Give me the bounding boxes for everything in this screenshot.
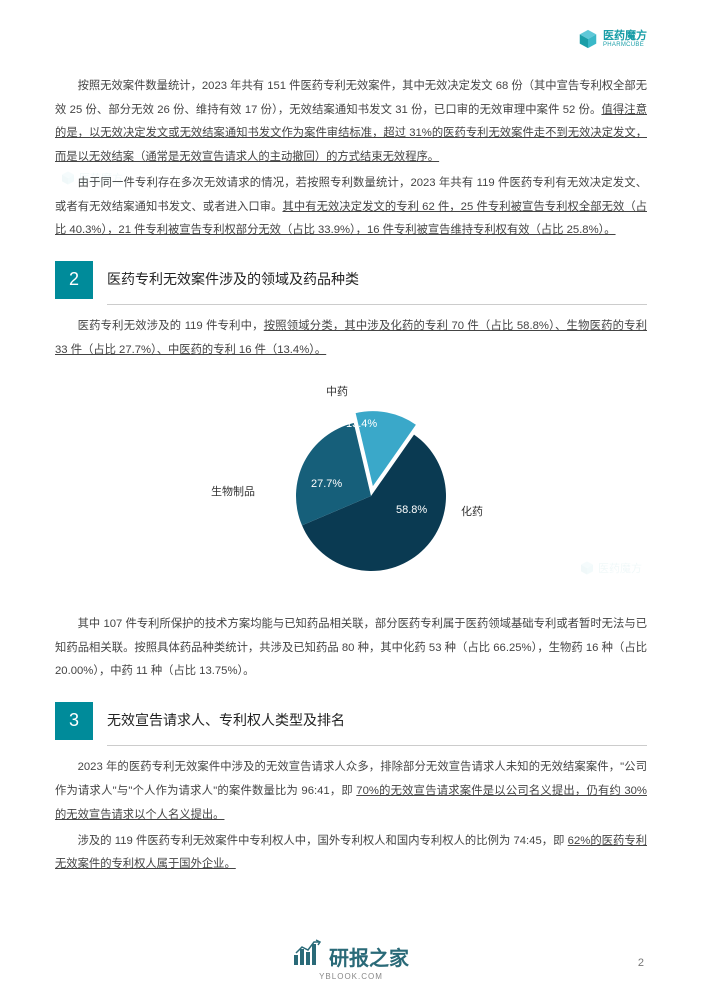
logo-en: PHARMCUBE xyxy=(603,42,647,48)
paragraph-6: 涉及的 119 件医药专利无效案件中专利权人中，国外专利权人和国内专利权人的比例… xyxy=(55,830,647,877)
section-number: 3 xyxy=(55,702,93,740)
pie-percent: 27.7% xyxy=(311,473,342,496)
paragraph-1: 按照无效案件数量统计，2023 年共有 151 件医药专利无效案件，其中无效决定… xyxy=(55,75,647,170)
header-logo: 医药魔方 PHARMCUBE xyxy=(577,28,647,50)
pie-chart: 中药 13.4% 生物制品 27.7% 化药 58.8% xyxy=(55,381,647,591)
footer-brand: 研报之家 xyxy=(329,942,409,971)
pie-percent: 58.8% xyxy=(396,499,427,522)
pie-label: 化药 xyxy=(461,501,483,524)
logo-cn: 医药魔方 xyxy=(603,31,647,42)
paragraph-4: 其中 107 件专利所保护的技术方案均能与已知药品相关联，部分医药专利属于医药领… xyxy=(55,613,647,684)
section-title: 医药专利无效案件涉及的领域及药品种类 xyxy=(107,255,647,305)
footer-logo: 研报之家 xyxy=(0,939,702,971)
paragraph-3: 医药专利无效涉及的 119 件专利中，按照领域分类，其中涉及化药的专利 70 件… xyxy=(55,315,647,362)
section-title: 无效宣告请求人、专利权人类型及排名 xyxy=(107,696,647,746)
pie-label: 中药 xyxy=(326,381,348,404)
document-body: 按照无效案件数量统计，2023 年共有 151 件医药专利无效案件，其中无效决定… xyxy=(55,75,647,877)
page-number: 2 xyxy=(638,957,644,969)
bars-icon xyxy=(293,939,323,965)
section-number: 2 xyxy=(55,261,93,299)
cube-icon xyxy=(577,28,599,50)
paragraph-5: 2023 年的医药专利无效案件中涉及的无效宣告请求人众多，排除部分无效宣告请求人… xyxy=(55,756,647,827)
paragraph-2: 由于同一件专利存在多次无效请求的情况，若按照专利数量统计，2023 年共有 11… xyxy=(55,172,647,243)
pie-percent: 13.4% xyxy=(346,413,377,436)
section-3-header: 3 无效宣告请求人、专利权人类型及排名 xyxy=(55,696,647,746)
pie-label: 生物制品 xyxy=(211,481,255,504)
section-2-header: 2 医药专利无效案件涉及的领域及药品种类 xyxy=(55,255,647,305)
footer-sub: YBLOOK.COM xyxy=(0,972,702,981)
